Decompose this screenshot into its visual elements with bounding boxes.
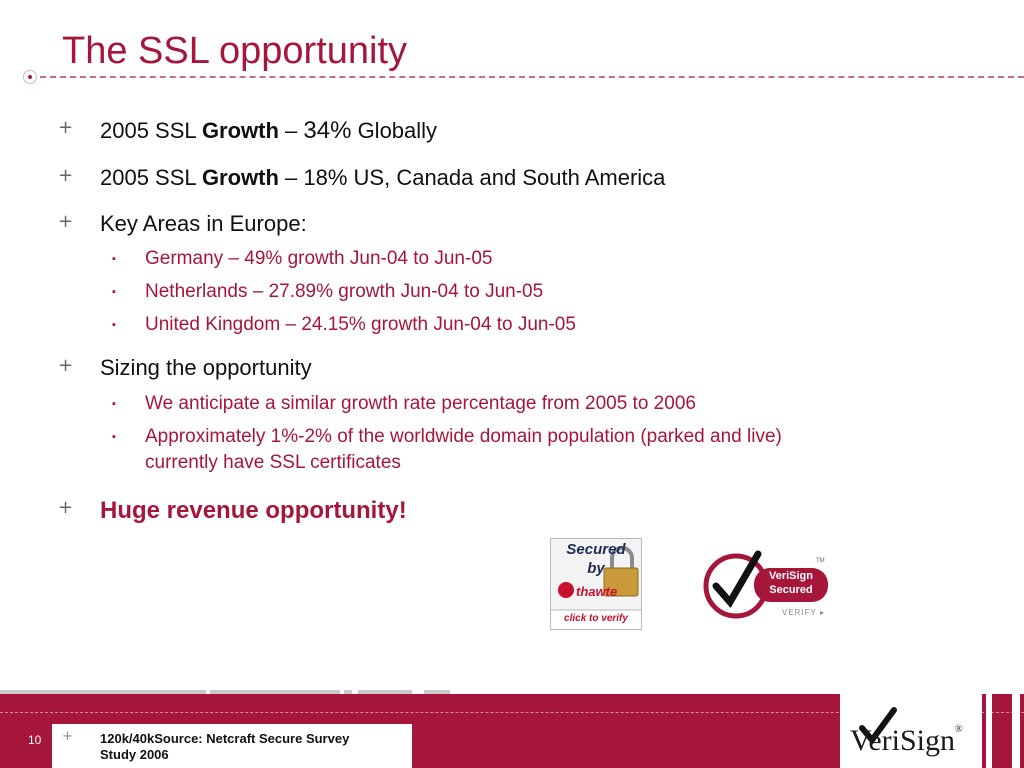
- square-bullet-icon: ▪: [112, 431, 116, 443]
- square-bullet-icon: ▪: [112, 398, 116, 410]
- verisign-seal-cta: VERIFY ▸: [782, 608, 825, 617]
- thawte-seal[interactable]: Secured by thawte click to verify: [550, 538, 642, 630]
- bullet-text: Key Areas in Europe:: [100, 211, 307, 236]
- sub-bullet-text: Netherlands – 27.89% growth Jun-04 to Ju…: [145, 281, 544, 302]
- footer-divider: [0, 712, 1024, 713]
- plus-bullet-icon: +: [58, 497, 74, 518]
- thawte-cta: click to verify: [564, 613, 628, 624]
- square-bullet-icon: ▪: [112, 286, 116, 298]
- sub-bullet-text: Germany – 49% growth Jun-04 to Jun-05: [145, 248, 493, 269]
- logo-stripe: [1012, 694, 1020, 768]
- footer-bar-segment: [358, 690, 412, 694]
- bullet-dash: –: [278, 118, 304, 143]
- verisign-checkmark-icon: [703, 550, 828, 619]
- sub-bullet-text-continued: currently have SSL certificates: [145, 452, 401, 473]
- bullet-text: 2005 SSL: [100, 118, 202, 143]
- plus-bullet-icon: +: [58, 355, 74, 376]
- plus-bullet-icon: +: [58, 211, 74, 232]
- title-divider: [40, 76, 1024, 78]
- source-note: 120k/40kSource: Netcraft Secure Survey S…: [100, 731, 400, 763]
- thawte-seal-graphic: [550, 538, 642, 630]
- bullet-text: 2005 SSL: [100, 165, 202, 190]
- source-line1: 120k/40kSource: Netcraft Secure Survey: [100, 731, 350, 746]
- source-line2: Study 2006: [100, 747, 169, 762]
- footer-bar-segment: [0, 690, 206, 694]
- slide-title: The SSL opportunity: [62, 30, 408, 72]
- thawte-line2: by: [587, 560, 605, 577]
- verisign-logo-box: VeriSign®: [840, 694, 982, 768]
- footer-bar-segment: [344, 690, 352, 694]
- page-number: 10: [28, 733, 42, 747]
- footer-bar-segment: [210, 690, 340, 694]
- verisign-seal-tm: TM: [816, 558, 825, 564]
- source-box: [52, 724, 412, 768]
- verisign-logo-text: VeriSign: [850, 724, 955, 757]
- plus-bullet-icon: +: [58, 165, 74, 186]
- plus-bullet-icon: +: [58, 117, 74, 138]
- sub-bullet-text: United Kingdom – 24.15% growth Jun-04 to…: [145, 314, 576, 335]
- verisign-logo-checkmark-icon: [859, 707, 897, 745]
- thawte-brand: thawte: [576, 584, 618, 599]
- sub-bullet-text: Approximately 1%-2% of the worldwide dom…: [145, 426, 782, 447]
- bullet-percent: 34%: [303, 117, 352, 144]
- square-bullet-icon: ▪: [112, 319, 116, 331]
- footer-bar-segment: [424, 690, 450, 694]
- bullet-text: – 18% US, Canada and South America: [278, 165, 666, 190]
- bullet-text: Globally: [351, 118, 438, 143]
- thawte-line1: Secured: [566, 541, 626, 558]
- sub-bullet-text: We anticipate a similar growth rate perc…: [145, 393, 696, 414]
- plus-bullet-icon: +: [62, 729, 73, 744]
- square-bullet-icon: ▪: [112, 253, 116, 265]
- bullet-text: Huge revenue opportunity!: [100, 497, 407, 524]
- verisign-logo-reg: ®: [955, 724, 963, 735]
- bullet-bold: Growth: [201, 165, 279, 190]
- bullet-bold: Growth: [201, 118, 279, 143]
- verisign-seal-line2: Secured: [769, 584, 813, 596]
- bullet-text: Sizing the opportunity: [100, 355, 312, 380]
- verisign-seal-line1: VeriSign: [768, 570, 814, 582]
- verisign-secured-seal[interactable]: VeriSign Secured TM VERIFY ▸: [700, 546, 832, 624]
- verisign-logo: VeriSign®: [850, 724, 963, 758]
- logo-stripe: [986, 694, 992, 768]
- title-bullet-icon: [23, 70, 37, 84]
